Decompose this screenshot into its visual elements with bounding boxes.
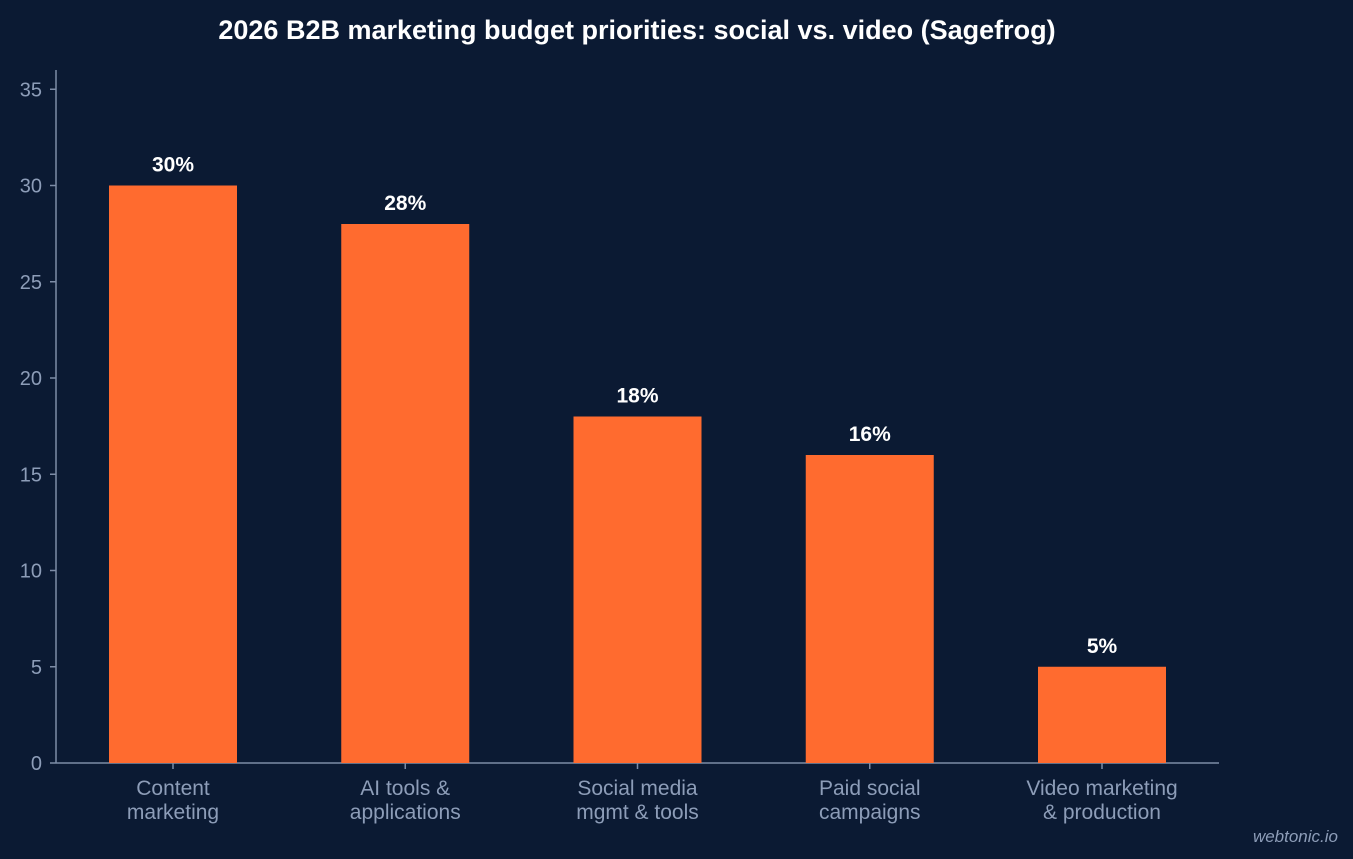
x-tick-label: applications xyxy=(350,801,461,824)
y-tick-label: 35 xyxy=(20,79,42,101)
bar xyxy=(1038,666,1166,763)
y-tick-label: 5 xyxy=(31,657,42,679)
bar xyxy=(109,185,237,763)
chart-title: 2026 B2B marketing budget priorities: so… xyxy=(218,15,1055,45)
bars-group xyxy=(109,185,1166,763)
y-tick-label: 30 xyxy=(20,176,42,198)
data-label: 28% xyxy=(384,192,426,215)
data-label: 18% xyxy=(616,385,658,408)
bar xyxy=(341,224,470,763)
axes: 0 5 10 15 20 25 30 35 xyxy=(20,70,1219,775)
bar xyxy=(573,416,702,763)
x-tick-label: Paid social xyxy=(819,777,921,800)
data-label: 16% xyxy=(849,423,891,446)
y-tick-label: 15 xyxy=(20,464,42,486)
y-tick-label: 0 xyxy=(31,753,42,775)
y-tick-label: 20 xyxy=(20,368,42,390)
bar xyxy=(805,455,934,763)
x-tick-label: Video marketing xyxy=(1026,777,1177,800)
x-tick-label: campaigns xyxy=(819,801,921,824)
data-label: 5% xyxy=(1087,635,1118,658)
y-tick-label: 25 xyxy=(20,272,42,294)
x-tick-label: Social media xyxy=(577,777,698,800)
x-tick-label: marketing xyxy=(127,801,219,824)
x-tick-label: AI tools & xyxy=(360,777,450,800)
x-tick-label: mgmt & tools xyxy=(576,801,699,824)
data-label: 30% xyxy=(152,154,194,177)
x-tick-label: & production xyxy=(1043,801,1161,824)
y-tick-label: 10 xyxy=(20,561,42,583)
x-tick-label: Content xyxy=(136,777,210,800)
watermark: webtonic.io xyxy=(1253,827,1338,846)
